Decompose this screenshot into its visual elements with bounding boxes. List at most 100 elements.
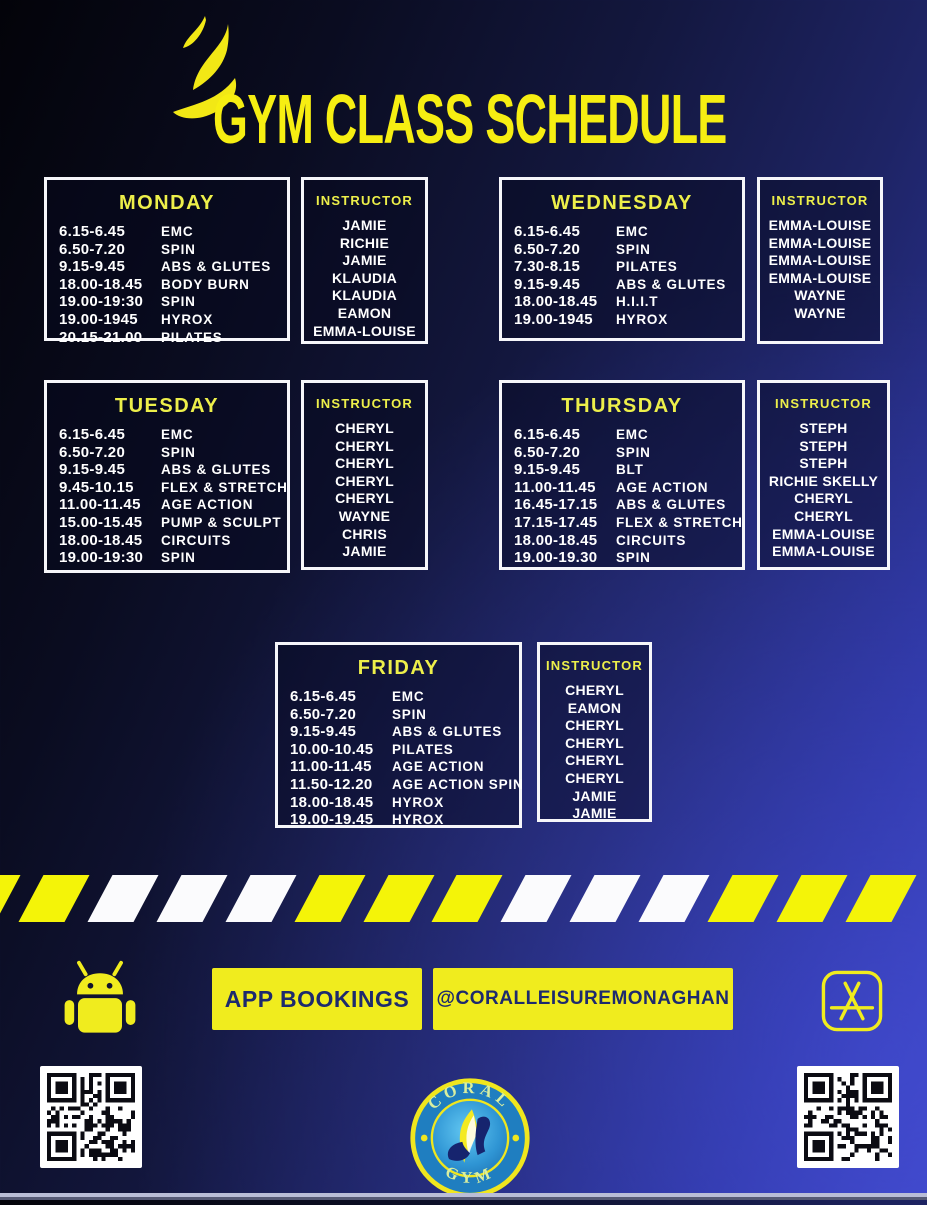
class-row: 19.00-1945 HYROX bbox=[514, 311, 734, 329]
instructor-name: JAMIE bbox=[342, 543, 387, 560]
instructor-header: INSTRUCTOR bbox=[775, 396, 872, 411]
logo-figures bbox=[447, 1109, 491, 1163]
class-rows: 6.15-6.45 EMC 6.50-7.20 SPIN 9.15-9.45 ABS & … bbox=[278, 688, 523, 829]
hazard-stripe bbox=[18, 875, 90, 922]
class-row: 11.00-11.45 AGE ACTION bbox=[59, 496, 279, 514]
class-row: 6.15-6.45 EMC bbox=[514, 223, 734, 241]
instructor-name: CHERYL bbox=[794, 490, 853, 507]
instructor-name: KLAUDIA bbox=[331, 269, 398, 286]
day-header: THURSDAY bbox=[561, 395, 683, 417]
social-handle-label: @CORALLEISUREMONAGHAN bbox=[436, 988, 730, 1009]
class-time: 6.50-7.20 bbox=[290, 705, 357, 723]
day-header: MONDAY bbox=[118, 192, 216, 214]
instructor-name: EMMA-LOUISE bbox=[313, 322, 416, 339]
class-row: 18.00-18.45 CIRCUITS bbox=[514, 532, 734, 550]
class-name: PILATES bbox=[616, 259, 678, 275]
instructors-thursday: INSTRUCTOR STEPH STEPH STEPH RICHIE SKELLY C… bbox=[757, 380, 890, 570]
class-time: 9.45-10.15 bbox=[59, 478, 134, 496]
class-name: ABS & GLUTES bbox=[392, 724, 503, 740]
class-time: 11.00-11.45 bbox=[290, 758, 372, 776]
instructor-name: CHERYL bbox=[565, 752, 624, 769]
class-row: 11.00-11.45 AGE ACTION bbox=[514, 479, 734, 497]
class-row: 11.50-12.20 AGE ACTION SPIN bbox=[290, 776, 523, 794]
qr-code-left[interactable] bbox=[40, 1066, 142, 1168]
hazard-stripe bbox=[569, 875, 641, 922]
hazard-stripe bbox=[500, 875, 572, 922]
hazard-stripe bbox=[156, 875, 228, 922]
hazard-stripe bbox=[845, 875, 917, 922]
class-name: CIRCUITS bbox=[616, 532, 687, 548]
class-row: 9.15-9.45 ABS & GLUTES bbox=[59, 258, 279, 276]
class-name: SPIN bbox=[161, 294, 196, 310]
hazard-stripe bbox=[431, 875, 503, 922]
hazard-stripe bbox=[294, 875, 366, 922]
class-row: 18.00-18.45 BODY BURN bbox=[59, 276, 279, 294]
class-time: 20.15-21.00 bbox=[59, 328, 143, 346]
class-time: 9.15-9.45 bbox=[514, 275, 581, 293]
instructor-name: JAMIE bbox=[572, 805, 617, 822]
class-name: ABS & GLUTES bbox=[616, 497, 727, 513]
app-bookings-button[interactable]: APP BOOKINGS bbox=[212, 968, 422, 1030]
class-name: PILATES bbox=[161, 329, 223, 345]
class-time: 6.15-6.45 bbox=[290, 688, 357, 705]
class-time: 19.00-19.45 bbox=[290, 811, 374, 829]
class-name: AGE ACTION bbox=[161, 497, 254, 513]
app-store-icon bbox=[818, 962, 886, 1040]
class-row: 6.15-6.45 EMC bbox=[59, 426, 279, 444]
instructors-friday: INSTRUCTOR CHERYL EAMON CHERYL CHERYL CHERYL… bbox=[537, 642, 652, 822]
day-header: WEDNESDAY bbox=[551, 192, 693, 214]
instructor-name: WAYNE bbox=[794, 287, 846, 304]
class-time: 10.00-10.45 bbox=[290, 740, 374, 758]
day-header: FRIDAY bbox=[357, 657, 440, 679]
class-name: SPIN bbox=[616, 444, 651, 460]
instructor-name: CHERYL bbox=[335, 420, 394, 436]
class-name: FLEX & STRETCH bbox=[616, 514, 743, 530]
instructor-header: INSTRUCTOR bbox=[316, 193, 413, 208]
class-name: SPIN bbox=[161, 241, 196, 257]
hazard-stripe-band bbox=[0, 875, 927, 922]
instructor-name: STEPH bbox=[799, 437, 848, 454]
class-name: HYROX bbox=[616, 311, 669, 327]
class-time: 9.15-9.45 bbox=[59, 258, 126, 276]
schedule-wednesday: WEDNESDAY 6.15-6.45 EMC 6.50-7.20 SPIN 7.30-… bbox=[499, 177, 745, 341]
class-time: 19.00-19:30 bbox=[59, 293, 144, 311]
qr-code-right[interactable] bbox=[797, 1066, 899, 1168]
class-time: 6.15-6.45 bbox=[514, 223, 581, 240]
social-handle-button[interactable]: @CORALLEISUREMONAGHAN bbox=[433, 968, 733, 1030]
flame-logo-icon bbox=[165, 14, 243, 120]
class-row: 16.45-17.15 ABS & GLUTES bbox=[514, 496, 734, 514]
class-row: 20.15-21.00 PILATES bbox=[59, 329, 279, 347]
class-row: 9.45-10.15 FLEX & STRETCH bbox=[59, 478, 287, 497]
instructors-monday: INSTRUCTOR JAMIE RICHIE JAMIE KLAUDIA KLAUDI… bbox=[301, 177, 428, 344]
class-time: 9.15-9.45 bbox=[59, 461, 126, 479]
day-header: TUESDAY bbox=[114, 395, 220, 417]
hazard-stripe bbox=[638, 875, 710, 922]
instructor-names: EMMA-LOUISE EMMA-LOUISE EMMA-LOUISE EMMA-LO… bbox=[760, 217, 880, 323]
class-name: EMC bbox=[616, 427, 649, 442]
android-icon bbox=[52, 958, 148, 1046]
class-time: 6.15-6.45 bbox=[59, 223, 126, 240]
class-time: 19.00-1945 bbox=[59, 310, 138, 328]
instructor-name: CHERYL bbox=[335, 490, 394, 507]
class-time: 11.00-11.45 bbox=[514, 478, 596, 496]
instructor-header: INSTRUCTOR bbox=[546, 658, 643, 673]
schedule-monday: MONDAY 6.15-6.45 EMC 6.50-7.20 SPIN 9.15-9.4… bbox=[44, 177, 290, 346]
instructor-name: EMMA-LOUISE bbox=[772, 525, 875, 542]
class-time: 6.15-6.45 bbox=[514, 426, 581, 443]
class-time: 18.00-18.45 bbox=[514, 293, 598, 311]
class-time: 11.00-11.45 bbox=[59, 496, 141, 514]
class-rows: 6.15-6.45 EMC 6.50-7.20 SPIN 7.30-8.15 PILATE… bbox=[502, 223, 742, 329]
class-time: 6.50-7.20 bbox=[59, 443, 126, 461]
schedule-tuesday: TUESDAY 6.15-6.45 EMC 6.50-7.20 SPIN 9.15-9.… bbox=[44, 380, 290, 573]
class-name: H.I.I.T bbox=[616, 294, 659, 310]
class-row: 11.00-11.45 AGE ACTION bbox=[290, 758, 511, 776]
instructor-name: EMMA-LOUISE bbox=[768, 217, 872, 233]
instructor-name: CHRIS bbox=[341, 525, 388, 542]
page-title: GYM CLASS SCHEDULE bbox=[213, 80, 727, 158]
class-name: ABS & GLUTES bbox=[161, 462, 272, 478]
class-time: 9.15-9.45 bbox=[290, 723, 357, 741]
class-row: 18.00-18.45 CIRCUITS bbox=[59, 532, 279, 550]
instructor-name: CHERYL bbox=[565, 682, 624, 698]
class-name: HYROX bbox=[392, 812, 445, 828]
class-row: 6.50-7.20 SPIN bbox=[514, 241, 734, 259]
